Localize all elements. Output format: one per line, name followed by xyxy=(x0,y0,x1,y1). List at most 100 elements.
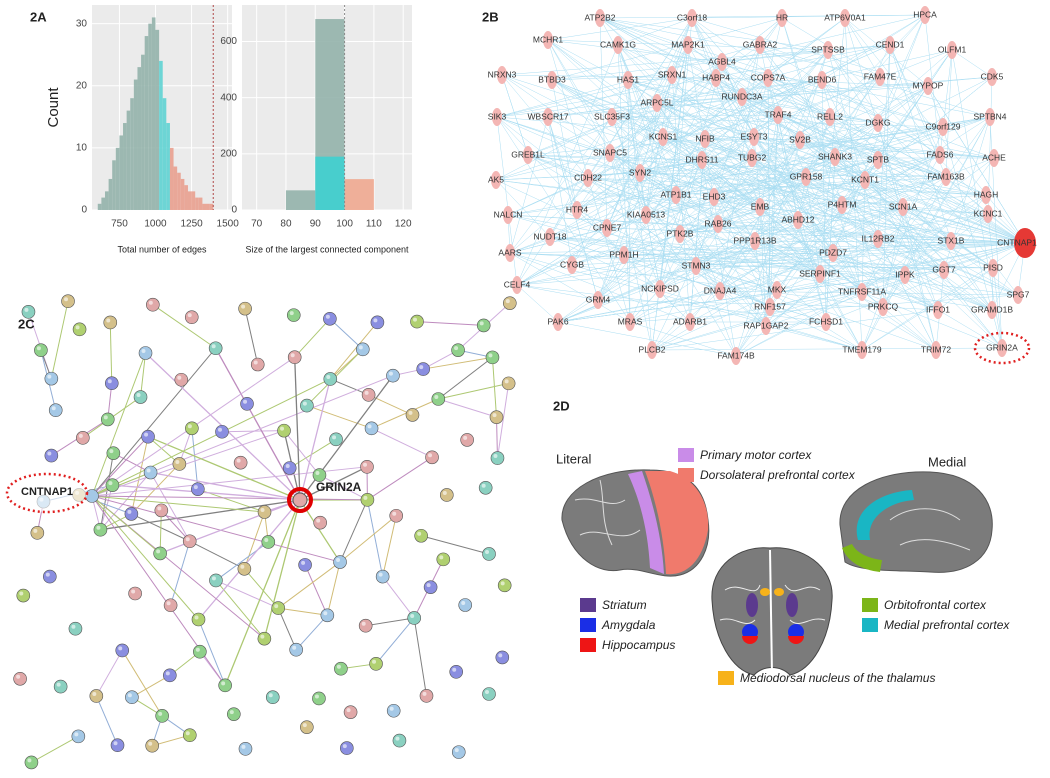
node-shine xyxy=(33,528,38,533)
edge xyxy=(821,14,926,81)
histogram-bar xyxy=(206,203,210,210)
region-striatum xyxy=(746,593,758,617)
node-shine xyxy=(185,537,190,542)
protein-node xyxy=(282,461,297,475)
protein-node xyxy=(298,558,312,572)
edge xyxy=(547,116,719,225)
node xyxy=(931,341,941,359)
edge xyxy=(645,44,689,216)
node-label: P4HTM xyxy=(828,199,857,209)
edge xyxy=(713,196,939,311)
edge xyxy=(679,179,866,235)
edge xyxy=(611,116,767,327)
edge xyxy=(599,17,767,327)
node xyxy=(635,164,645,182)
edge xyxy=(91,495,226,686)
edge xyxy=(765,242,1026,327)
node xyxy=(750,232,760,250)
protein-node xyxy=(386,703,401,718)
edge xyxy=(767,44,891,79)
protein-node xyxy=(489,410,504,424)
node-label: KCNC1 xyxy=(974,208,1003,218)
node-label: ADARB1 xyxy=(673,316,707,326)
y-tick-label: 10 xyxy=(76,143,88,154)
edge xyxy=(950,194,987,242)
edge xyxy=(691,17,799,221)
edge xyxy=(551,79,1003,349)
edge xyxy=(715,77,863,351)
edge xyxy=(639,172,937,351)
protein-node xyxy=(286,308,301,322)
edge xyxy=(576,96,743,211)
edge xyxy=(198,499,301,620)
node-label: DHRS11 xyxy=(686,154,719,164)
node-shine xyxy=(314,694,319,699)
protein-node xyxy=(240,397,254,411)
node-label: CNTNAP1 xyxy=(997,237,1037,247)
edge xyxy=(527,154,947,178)
node-shine xyxy=(118,646,123,651)
node xyxy=(607,108,617,126)
node xyxy=(691,257,701,275)
region-striatum xyxy=(786,593,798,617)
node-label: NUDT18 xyxy=(533,231,566,241)
edge xyxy=(864,76,993,181)
histogram-bar xyxy=(133,79,138,210)
edge xyxy=(695,85,929,267)
node xyxy=(857,283,867,301)
node-label: PPM1H xyxy=(609,249,638,259)
edge xyxy=(704,138,761,208)
edge xyxy=(551,49,829,81)
node-shine xyxy=(439,555,444,560)
edge xyxy=(551,17,783,81)
node xyxy=(641,206,651,224)
edge xyxy=(100,499,301,531)
edge xyxy=(715,77,1003,349)
node-shine xyxy=(127,509,132,514)
edge xyxy=(339,515,397,563)
node-shine xyxy=(316,518,321,523)
node-shine xyxy=(346,708,351,713)
edge xyxy=(759,44,1003,349)
node xyxy=(737,88,747,106)
y-tick-label: 20 xyxy=(76,80,88,91)
edge xyxy=(877,122,1026,244)
node-label: GRIN2A xyxy=(986,342,1018,352)
edge xyxy=(679,154,941,235)
node-label: GRIN2A xyxy=(316,480,362,494)
node-shine xyxy=(241,744,246,749)
node-shine xyxy=(417,531,422,536)
edge xyxy=(330,378,369,396)
node-label: HAGH xyxy=(974,189,999,199)
region-md-thalamus xyxy=(774,588,784,596)
node-label: COPS7A xyxy=(751,72,786,82)
edge xyxy=(571,17,693,266)
node xyxy=(935,146,945,164)
node-shine xyxy=(127,693,132,698)
protein-node xyxy=(72,322,87,337)
node xyxy=(625,313,635,331)
protein-node xyxy=(106,446,121,460)
node-shine xyxy=(260,508,265,513)
node xyxy=(543,31,553,49)
protein-node xyxy=(143,465,158,480)
y-tick-label: 400 xyxy=(220,92,237,103)
protein-node xyxy=(16,588,31,603)
edge xyxy=(821,79,827,323)
node-shine xyxy=(157,506,162,511)
edge xyxy=(879,76,941,156)
edge xyxy=(629,240,756,323)
edge xyxy=(717,223,1026,244)
legend-swatch xyxy=(678,468,694,482)
x-tick-label: 1000 xyxy=(144,219,167,230)
node-shine xyxy=(367,424,372,429)
histogram-bar xyxy=(195,197,199,210)
edge xyxy=(516,114,779,286)
node-label: C3orf18 xyxy=(677,12,708,22)
node-label: CELF4 xyxy=(504,279,531,289)
edge xyxy=(609,152,821,275)
node-shine xyxy=(47,451,52,456)
gyri xyxy=(574,479,641,546)
protein-node xyxy=(89,689,104,703)
edge xyxy=(496,383,510,459)
